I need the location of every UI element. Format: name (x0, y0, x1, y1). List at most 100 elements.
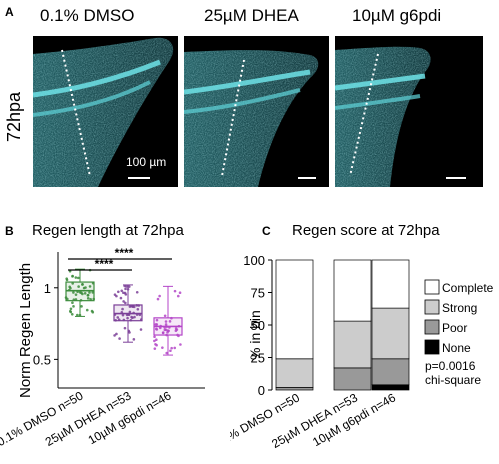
y-tick-label: 0 (258, 383, 265, 398)
data-point (69, 309, 72, 313)
data-point (178, 291, 182, 294)
data-point (123, 326, 127, 330)
data-point (132, 338, 136, 341)
data-point (169, 349, 172, 353)
data-point (130, 304, 133, 308)
data-point (72, 291, 75, 294)
data-point (116, 316, 120, 319)
data-point (174, 327, 178, 330)
bar-segment-strong (371, 307, 410, 360)
data-point (156, 297, 160, 301)
data-point (113, 334, 116, 337)
data-point (83, 292, 87, 295)
condition-label-g6pdi: 10µM g6pdi (352, 6, 442, 25)
bar-segment-none (371, 384, 410, 391)
data-point (119, 296, 123, 300)
data-point (74, 276, 78, 279)
regen-length-boxplot: Norm Regen Length 0.51 ******** 0.1% DMS… (0, 246, 205, 449)
data-point (166, 329, 170, 332)
data-point (153, 339, 156, 343)
data-point (125, 285, 128, 288)
data-point (118, 337, 121, 340)
data-point (155, 343, 158, 347)
data-point (71, 282, 74, 285)
chart-c-ylabel: % in bin (247, 310, 263, 360)
data-point (76, 276, 80, 280)
data-point (154, 323, 158, 326)
data-point (164, 320, 168, 323)
data-point (132, 305, 136, 309)
legend-swatch (424, 279, 440, 295)
legend-label: Poor (442, 321, 467, 335)
data-point (161, 331, 165, 334)
data-point (71, 301, 74, 305)
data-point (120, 289, 124, 293)
y-tick-label: 25 (251, 351, 265, 366)
data-point (126, 316, 129, 320)
data-point (127, 285, 131, 288)
y-tick-label: 1 (44, 281, 51, 296)
bar-segment-poor (333, 367, 372, 391)
data-point (139, 328, 143, 331)
panel-c-letter: C (262, 224, 271, 238)
bar-segment-strong (333, 320, 372, 369)
data-point (170, 346, 173, 350)
data-point (84, 286, 87, 289)
data-point (165, 351, 168, 355)
data-point (128, 310, 132, 314)
micrograph-g6pdi (335, 36, 483, 187)
data-point (86, 297, 90, 300)
legend-swatch (424, 299, 440, 315)
data-point (81, 292, 84, 296)
data-point (86, 293, 90, 297)
micrograph-dhea (184, 36, 329, 187)
data-point (117, 290, 120, 294)
legend-swatch (424, 339, 440, 355)
data-point (130, 315, 133, 319)
y-tick-label: 50 (251, 318, 265, 333)
condition-label-dhea: 25µM DHEA (204, 6, 299, 25)
data-point (115, 294, 118, 298)
data-point (179, 343, 182, 346)
legend-label: None (442, 341, 471, 355)
data-point (124, 287, 127, 291)
bar-segment-complete (333, 259, 372, 322)
bar-segment-poor (275, 387, 314, 391)
chart-c-title: Regen score at 72hpa (292, 222, 440, 239)
micrograph-dmso (33, 36, 178, 187)
data-point (153, 347, 157, 350)
data-point (88, 285, 92, 288)
legend-label: Strong (442, 301, 477, 315)
y-tick-label: 100 (243, 253, 265, 268)
significance-label: **** (115, 246, 134, 260)
bar-segment-complete (275, 259, 314, 360)
data-point (176, 294, 180, 298)
data-point (88, 291, 91, 294)
data-point (71, 274, 74, 278)
data-point (72, 305, 75, 308)
bar-segment-poor (371, 358, 410, 386)
chart-b-ylabel: Norm Regen Length (17, 263, 34, 398)
data-point (136, 307, 140, 311)
data-point (173, 289, 177, 293)
data-point (115, 332, 118, 336)
bar-segment-complete (371, 259, 410, 309)
data-point (164, 323, 168, 326)
data-point (90, 309, 94, 313)
data-point (168, 320, 172, 323)
data-point (69, 307, 73, 311)
data-point (121, 313, 125, 317)
data-point (74, 293, 78, 296)
data-point (85, 308, 89, 312)
data-point (163, 314, 167, 318)
data-point (155, 328, 159, 331)
data-point (155, 318, 159, 322)
data-point (173, 346, 177, 350)
data-point (122, 291, 125, 295)
scale-bar-label: 100 µm (126, 155, 167, 169)
legend-swatch (424, 319, 440, 335)
significance-label: **** (95, 257, 114, 271)
data-point (80, 305, 83, 308)
data-point (122, 300, 125, 303)
